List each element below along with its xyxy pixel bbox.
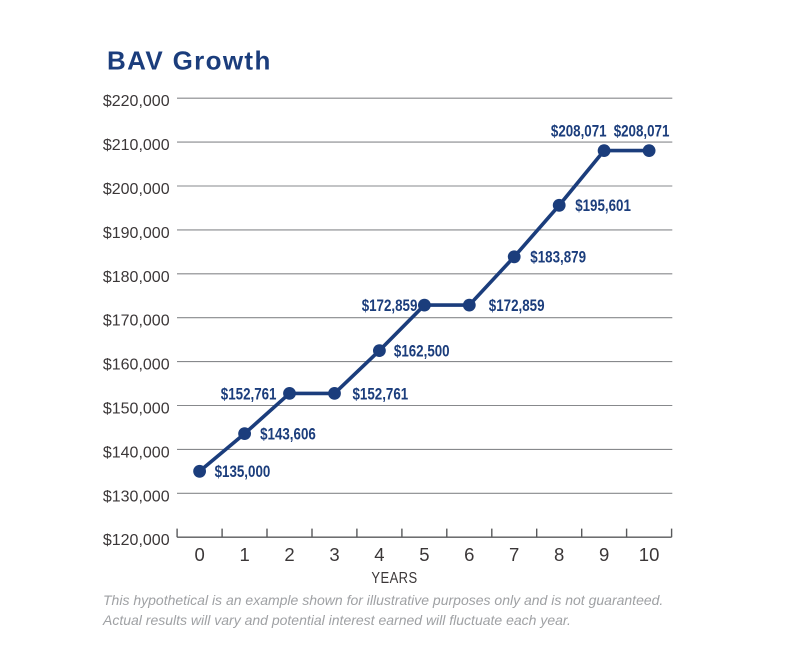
svg-text:BAV Growth: BAV Growth bbox=[107, 46, 272, 76]
svg-text:8: 8 bbox=[554, 544, 564, 565]
svg-text:4: 4 bbox=[374, 544, 384, 565]
svg-text:6: 6 bbox=[464, 544, 474, 565]
svg-text:$160,000: $160,000 bbox=[103, 357, 170, 374]
svg-text:$190,000: $190,000 bbox=[103, 225, 170, 242]
svg-text:$183,879: $183,879 bbox=[530, 248, 586, 267]
svg-text:$210,000: $210,000 bbox=[103, 137, 170, 154]
svg-text:$170,000: $170,000 bbox=[103, 313, 170, 330]
svg-text:$152,761: $152,761 bbox=[353, 385, 409, 404]
svg-text:$172,859: $172,859 bbox=[362, 297, 418, 316]
svg-text:$208,071: $208,071 bbox=[551, 122, 607, 141]
svg-text:0: 0 bbox=[194, 544, 204, 565]
svg-text:$172,859: $172,859 bbox=[489, 297, 545, 316]
svg-text:$220,000: $220,000 bbox=[103, 93, 170, 110]
svg-text:5: 5 bbox=[419, 544, 429, 565]
svg-text:$208,071: $208,071 bbox=[614, 122, 670, 141]
svg-text:10: 10 bbox=[639, 544, 660, 565]
svg-text:$143,606: $143,606 bbox=[260, 425, 316, 444]
svg-text:$120,000: $120,000 bbox=[103, 532, 170, 549]
svg-text:This hypothetical is an exampl: This hypothetical is an example shown fo… bbox=[103, 592, 663, 608]
svg-text:$195,601: $195,601 bbox=[575, 197, 631, 216]
svg-text:$162,500: $162,500 bbox=[394, 342, 450, 361]
svg-text:$200,000: $200,000 bbox=[103, 181, 170, 198]
svg-text:$150,000: $150,000 bbox=[103, 401, 170, 418]
svg-text:YEARS: YEARS bbox=[371, 570, 417, 587]
svg-text:1: 1 bbox=[239, 544, 249, 565]
svg-text:$180,000: $180,000 bbox=[103, 269, 170, 286]
svg-text:$130,000: $130,000 bbox=[103, 488, 170, 505]
svg-text:2: 2 bbox=[284, 544, 294, 565]
svg-text:Actual results will vary and p: Actual results will vary and potential i… bbox=[102, 612, 571, 628]
svg-text:3: 3 bbox=[329, 544, 339, 565]
svg-text:9: 9 bbox=[599, 544, 609, 565]
svg-text:$140,000: $140,000 bbox=[103, 444, 170, 461]
svg-text:$135,000: $135,000 bbox=[215, 463, 271, 482]
svg-text:$152,761: $152,761 bbox=[221, 385, 277, 404]
svg-text:7: 7 bbox=[509, 544, 519, 565]
